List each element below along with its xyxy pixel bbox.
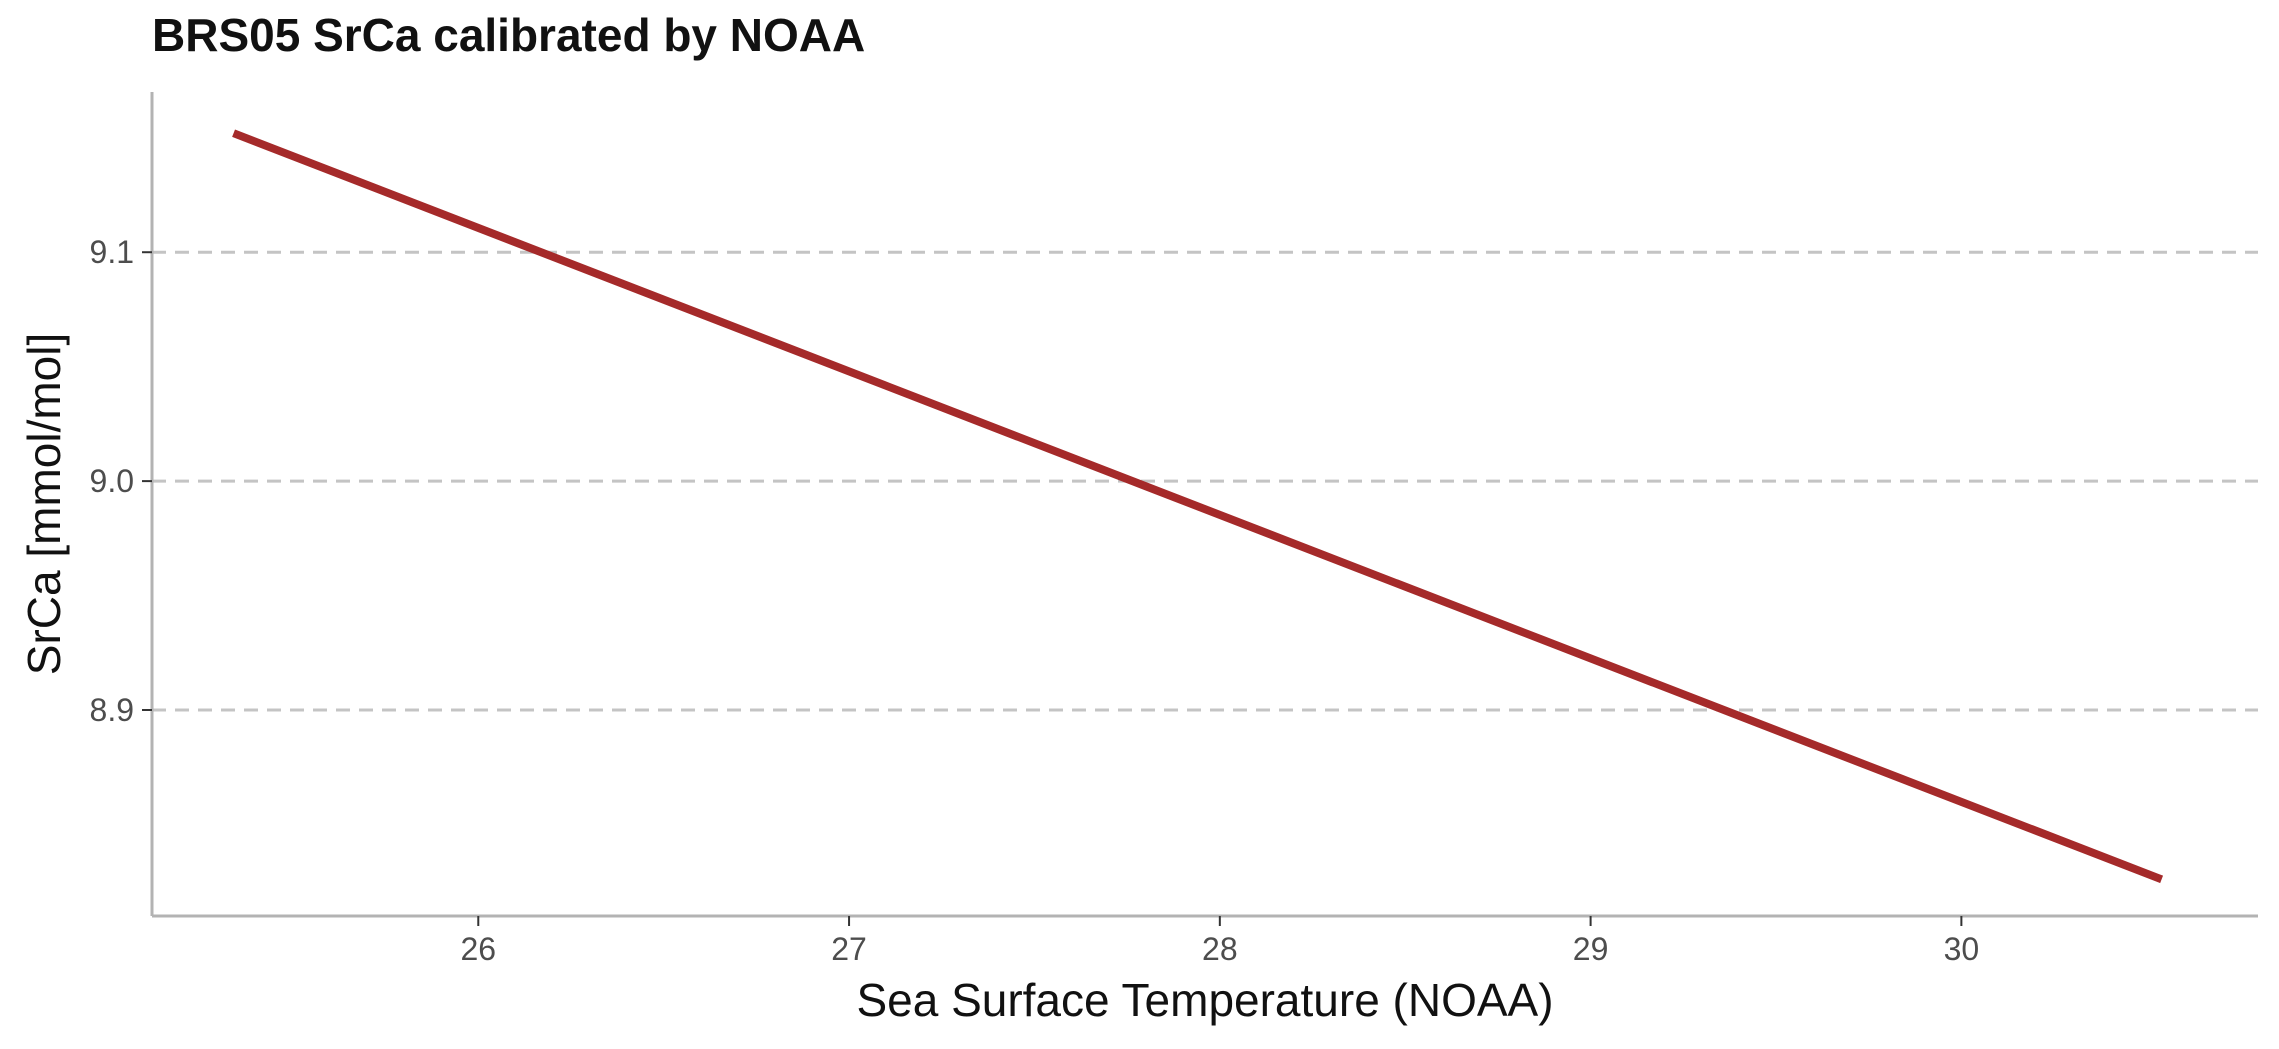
y-tick-label: 9.1 — [90, 234, 134, 270]
y-axis-ticks: 8.9 9.0 9.1 — [90, 234, 152, 728]
x-tick-label: 26 — [460, 931, 496, 967]
x-tick-label: 30 — [1944, 931, 1980, 967]
series-group — [232, 129, 2164, 884]
x-axis-title: Sea Surface Temperature (NOAA) — [856, 974, 1553, 1026]
x-tick-label: 29 — [1573, 931, 1609, 967]
y-tick-label: 8.9 — [90, 692, 134, 728]
y-axis-title: SrCa [mmol/mol] — [18, 333, 70, 675]
y-tick-label: 9.0 — [90, 463, 134, 499]
x-tick-label: 28 — [1202, 931, 1238, 967]
chart-title: BRS05 SrCa calibrated by NOAA — [152, 9, 866, 61]
y-gridlines — [152, 250, 2258, 712]
series-line — [232, 129, 2164, 884]
x-tick-label: 27 — [831, 931, 867, 967]
x-axis-ticks: 26 27 28 29 30 — [460, 916, 1979, 967]
